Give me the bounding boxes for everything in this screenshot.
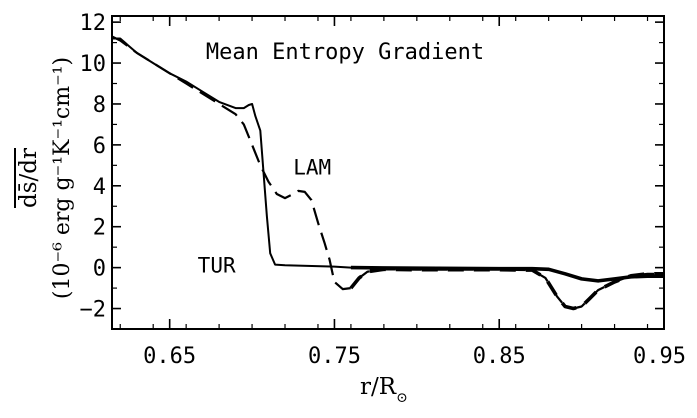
label-lam: LAM — [293, 156, 331, 180]
y-ticks: −2 0 2 4 6 8 10 12 — [80, 11, 664, 330]
y-tick-label: −2 — [80, 298, 107, 323]
x-axis-label: r/R⊙ — [360, 374, 408, 406]
y-tick-label: 12 — [80, 11, 107, 36]
x-tick-label: 0.65 — [143, 344, 196, 369]
series-tail-lam — [349, 267, 664, 311]
x-tick-label: 0.75 — [308, 344, 361, 369]
y-tick-label: 4 — [93, 175, 106, 200]
x-axis-label-sub: ⊙ — [396, 390, 408, 406]
y-axis-label-quantity: ds̄/dr — [16, 148, 42, 208]
x-tick-label: 0.95 — [633, 344, 686, 369]
series-layer — [111, 35, 664, 311]
annotations: Mean Entropy Gradient LAM TUR — [198, 40, 484, 278]
x-axis-label-main: r/R — [360, 374, 397, 400]
y-axis-label-area: ds̄/dr (10⁻⁶ erg g⁻¹K⁻¹cm⁻¹) — [4, 28, 88, 328]
y-axis-label-units: (10⁻⁶ erg g⁻¹K⁻¹cm⁻¹) — [50, 56, 75, 300]
plot-frame — [111, 15, 665, 330]
label-tur: TUR — [198, 254, 236, 278]
x-tick-label: 0.85 — [473, 344, 526, 369]
y-tick-label: 6 — [93, 134, 106, 159]
series-line-tur — [112, 37, 664, 282]
y-tick-label: 10 — [80, 52, 107, 77]
y-axis-label: ds̄/dr (10⁻⁶ erg g⁻¹K⁻¹cm⁻¹) — [12, 0, 80, 358]
x-ticks: 0.65 0.75 0.85 0.95 — [119, 16, 686, 369]
y-tick-label: 8 — [93, 93, 106, 118]
y-tick-label: 0 — [93, 257, 106, 282]
chart-title: Mean Entropy Gradient — [206, 40, 484, 65]
y-tick-label: 2 — [93, 216, 106, 241]
